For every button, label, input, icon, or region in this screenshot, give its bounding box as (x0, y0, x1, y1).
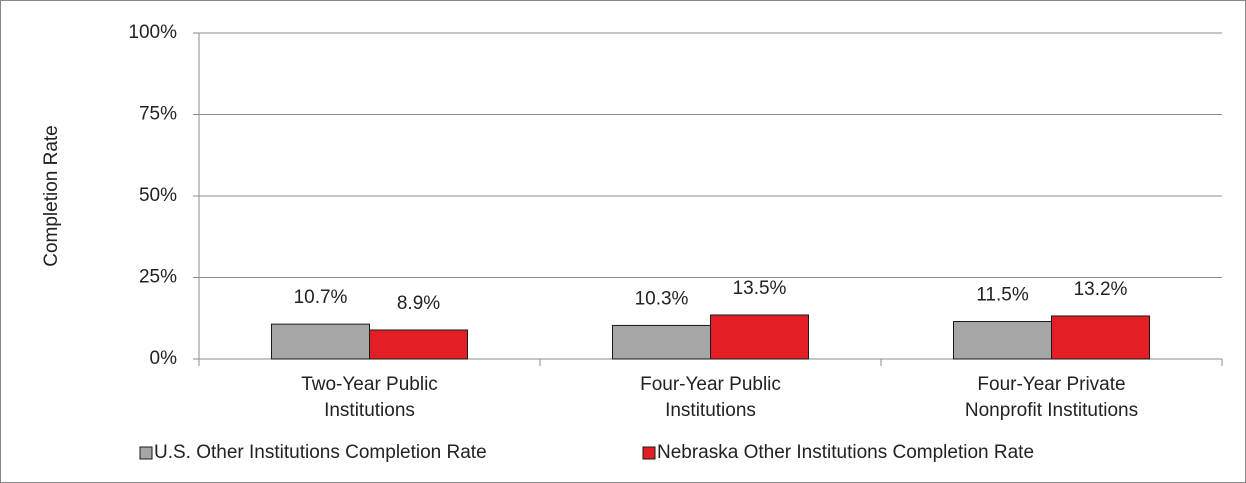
y-tick-label: 25% (139, 267, 177, 288)
legend-label: Nebraska Other Institutions Completion R… (657, 442, 1034, 463)
x-tick-label-line: Four-Year Private (977, 374, 1125, 395)
value-label: 10.7% (294, 287, 348, 308)
value-label: 10.3% (635, 288, 689, 309)
x-tick-label: Four-Year Private Nonprofit Institutions (965, 374, 1138, 421)
y-tick-label: 75% (139, 104, 177, 125)
legend-label: U.S. Other Institutions Completion Rate (154, 442, 487, 463)
x-tick-label-line: Institutions (665, 400, 756, 421)
bar (1051, 315, 1150, 360)
bar (710, 314, 809, 360)
value-label: 13.2% (1074, 279, 1128, 300)
y-tick-label: 0% (150, 348, 178, 369)
legend-swatch (642, 446, 656, 460)
x-tick-label-line: Two-Year Public (301, 374, 438, 395)
y-tick-label: 50% (139, 185, 177, 206)
x-tick-label-line: Institutions (324, 400, 415, 421)
value-label: 8.9% (397, 293, 440, 314)
legend-swatch (139, 446, 153, 460)
bar (953, 321, 1052, 360)
bar (369, 329, 468, 360)
bar (271, 323, 370, 360)
bar (612, 324, 711, 360)
x-tick-label-line: Four-Year Public (640, 374, 781, 395)
value-label: 13.5% (733, 278, 787, 299)
value-label: 11.5% (976, 285, 1029, 306)
y-axis-title: Completion Rate (41, 125, 62, 267)
x-tick-label-line: Nonprofit Institutions (965, 400, 1138, 421)
y-tick-label: 100% (128, 22, 177, 43)
x-tick-label: Two-Year Public Institutions (301, 374, 438, 421)
x-tick-label: Four-Year Public Institutions (640, 374, 781, 421)
